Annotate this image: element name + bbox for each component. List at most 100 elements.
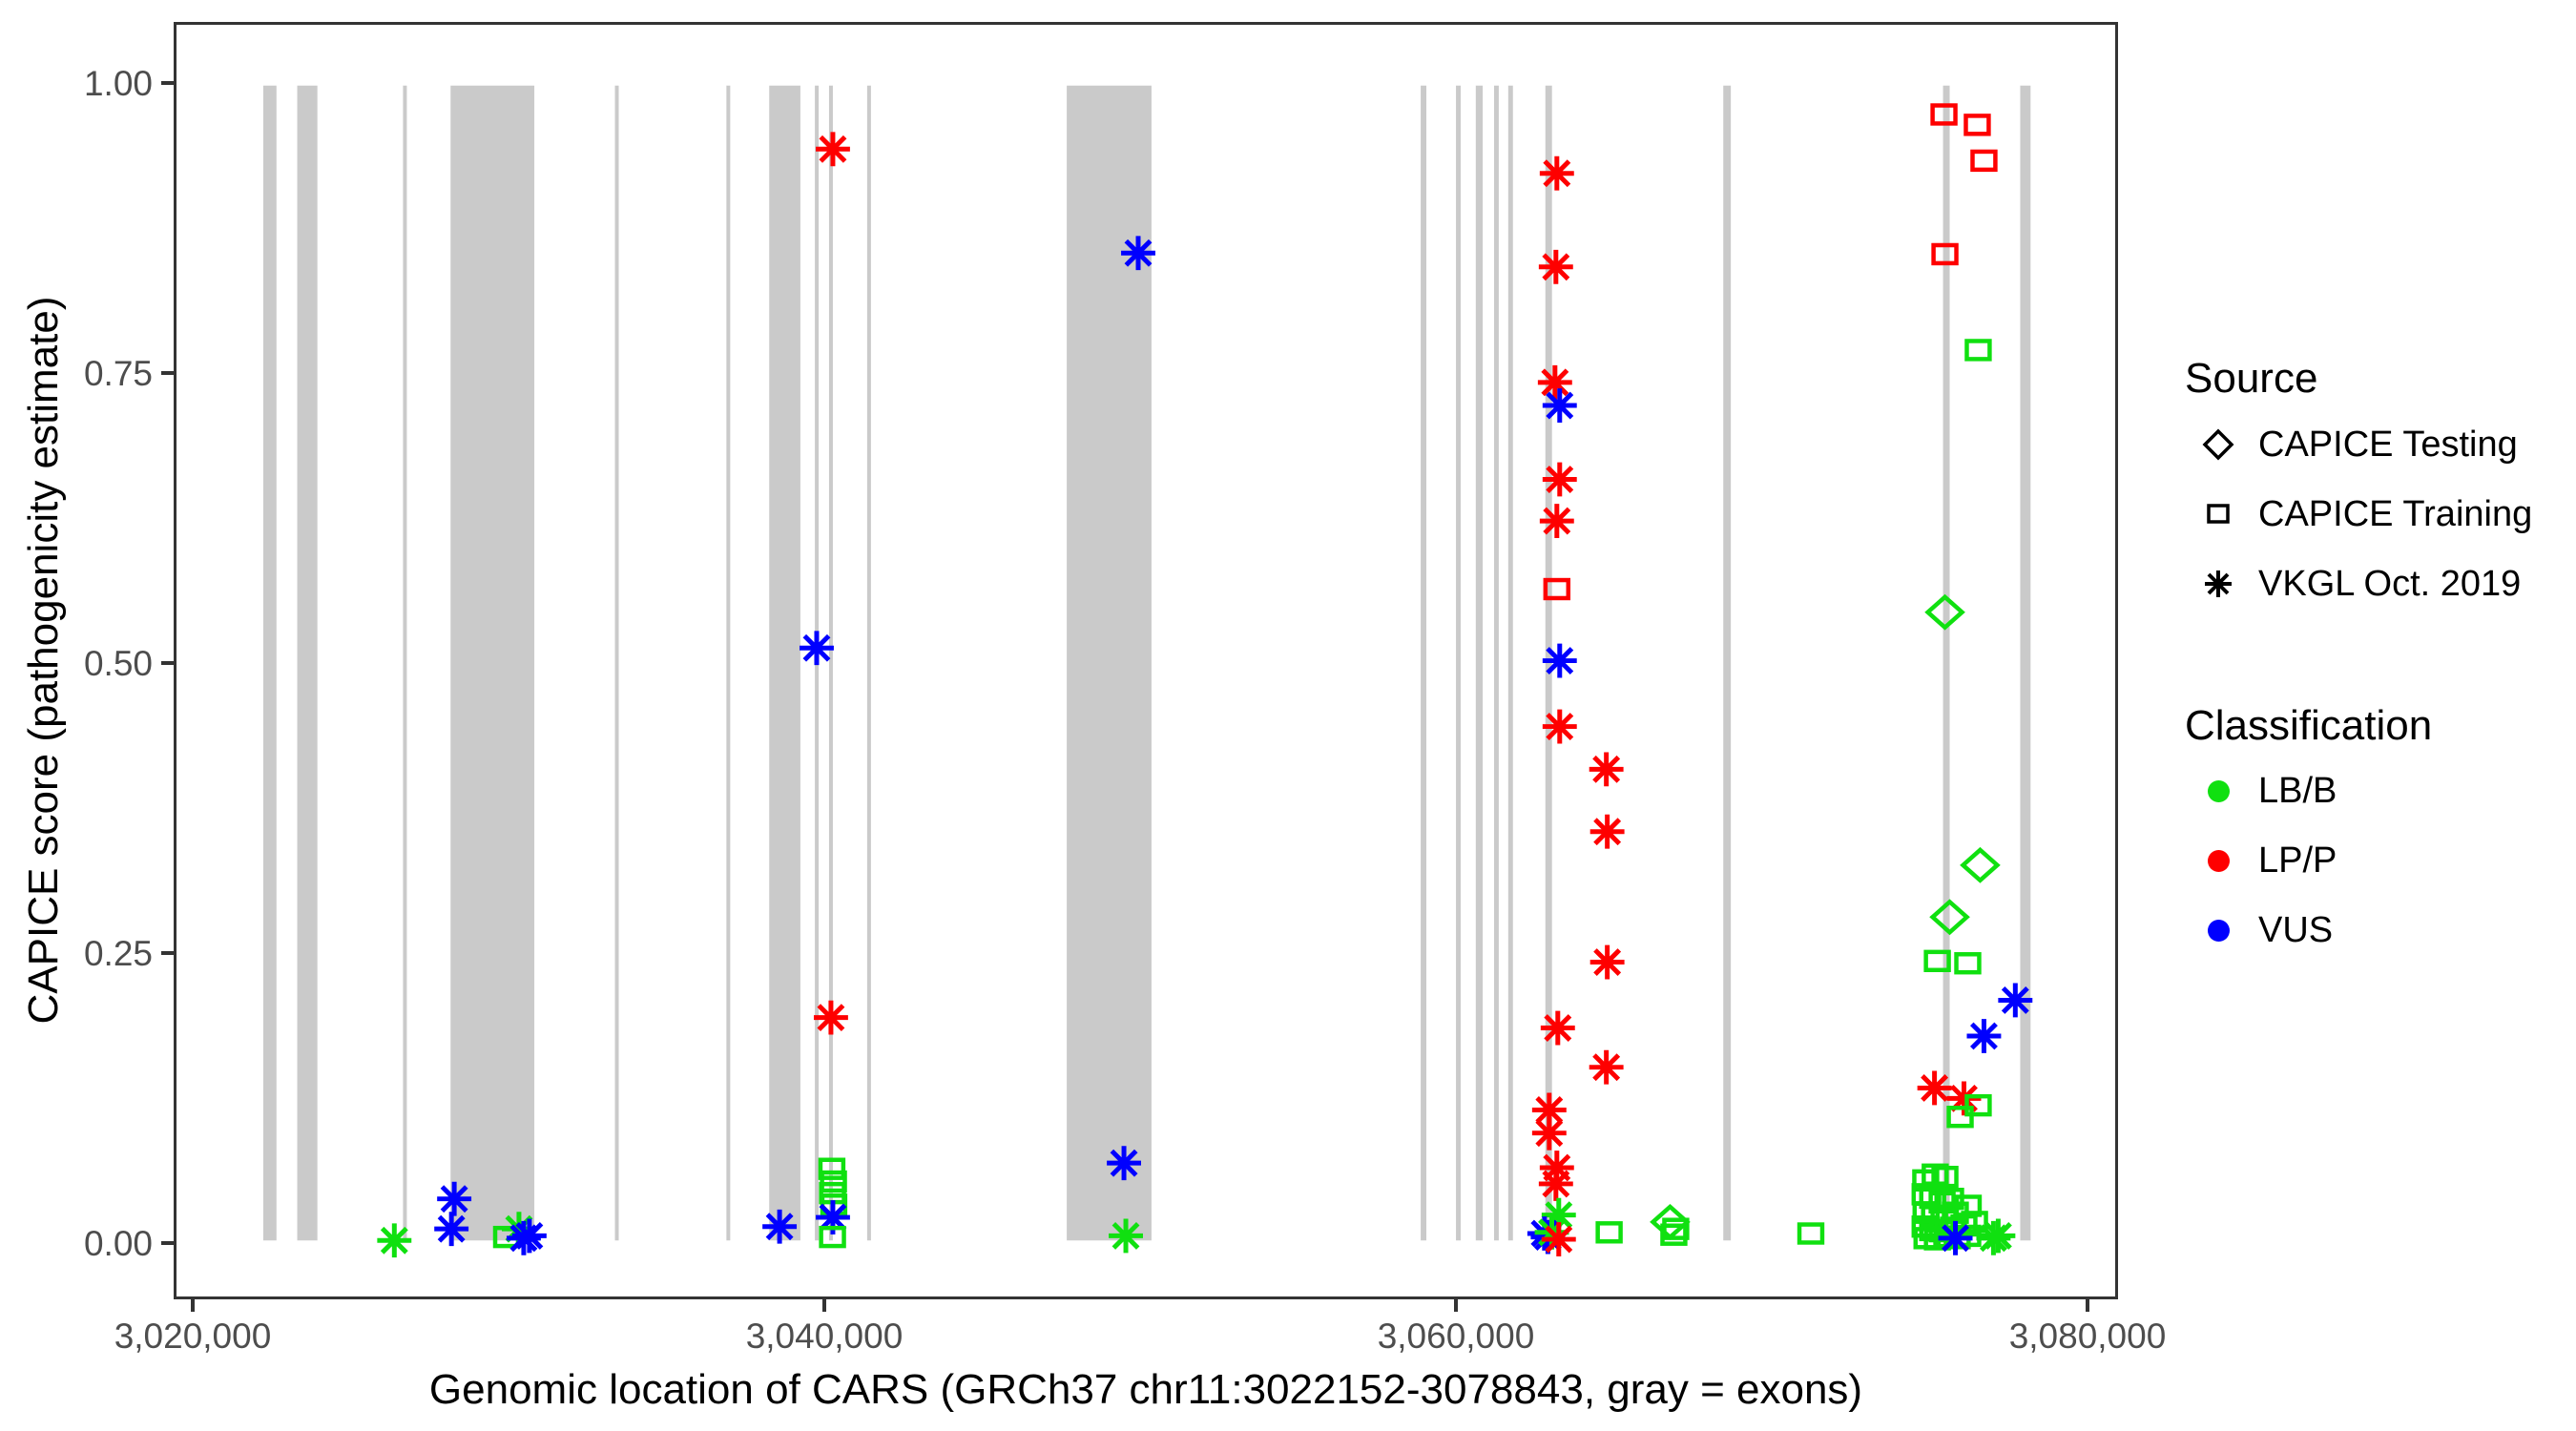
point-square: [1923, 949, 1951, 973]
point-asterisk: [1981, 1218, 2016, 1254]
point-square: [1964, 1093, 1992, 1117]
point-square: [1543, 577, 1571, 601]
point-diamond: [1929, 899, 1970, 936]
exon-band: [1507, 85, 1513, 1241]
point-asterisk: [1946, 1081, 1982, 1116]
exon-band: [1421, 85, 1427, 1241]
legend-item-vus: VUS: [2195, 907, 2333, 953]
y-tick-label: 0.75: [83, 354, 153, 393]
legend-item-lb-b: LB/B: [2195, 768, 2337, 814]
plot-area: [262, 85, 2033, 1258]
x-tick-mark: [2086, 1299, 2089, 1312]
point-asterisk: [1539, 156, 1574, 191]
x-tick-mark: [191, 1299, 195, 1312]
exon-band: [1493, 85, 1499, 1241]
point-square: [1946, 1106, 1974, 1129]
point-square: [1964, 339, 1992, 362]
point-asterisk: [501, 1212, 536, 1247]
y-tick-label: 1.00: [83, 64, 153, 103]
point-asterisk: [1537, 364, 1572, 400]
legend-item-label: LP/P: [2258, 840, 2337, 881]
exon-band: [866, 85, 871, 1241]
diamond-icon: [2195, 422, 2241, 467]
point-asterisk: [1542, 388, 1577, 423]
exon-band: [726, 85, 731, 1241]
exon-band: [1067, 85, 1152, 1241]
point-asterisk: [815, 1200, 850, 1234]
point-diamond: [1960, 846, 2001, 883]
point-asterisk: [1538, 249, 1573, 284]
asterisk-icon: [2195, 561, 2241, 607]
point-asterisk: [1938, 1220, 1973, 1255]
point-asterisk: [762, 1209, 798, 1244]
exon-band: [1723, 85, 1732, 1241]
point-asterisk: [1917, 1070, 1952, 1106]
y-tick-mark: [161, 951, 174, 955]
point-asterisk: [1109, 1218, 1143, 1254]
point-asterisk: [1589, 814, 1625, 849]
point-asterisk: [1121, 236, 1155, 271]
y-tick-mark: [161, 1241, 174, 1245]
y-tick-label: 0.00: [83, 1224, 153, 1263]
x-tick-mark: [1454, 1299, 1458, 1312]
point-asterisk: [1531, 1115, 1567, 1151]
color-dot-icon: [2195, 838, 2241, 883]
legend-item-label: VKGL Oct. 2019: [2258, 563, 2522, 604]
x-tick-mark: [822, 1299, 826, 1312]
y-tick-label: 0.50: [83, 644, 153, 683]
square-icon: [2195, 491, 2241, 537]
point-square: [819, 1225, 846, 1249]
exon-band: [403, 85, 407, 1241]
legend-item-label: LB/B: [2258, 770, 2337, 811]
point-square: [1797, 1222, 1825, 1245]
point-square: [818, 1157, 846, 1180]
point-asterisk: [1541, 1222, 1576, 1256]
point-asterisk: [511, 1218, 547, 1254]
exon-band: [450, 85, 535, 1241]
exon-band: [1456, 85, 1461, 1241]
point-asterisk: [434, 1212, 469, 1247]
point-asterisk: [377, 1223, 412, 1258]
point-asterisk: [1589, 944, 1625, 980]
point-asterisk: [1542, 709, 1577, 744]
x-tick-label: 3,080,000: [2008, 1317, 2167, 1356]
legend-item-label: VUS: [2258, 909, 2334, 950]
x-tick-label: 3,060,000: [1377, 1317, 1535, 1356]
point-asterisk: [1966, 1019, 2002, 1053]
plot-panel: [174, 22, 2118, 1299]
point-square: [1931, 242, 1959, 266]
legend-item-label: CAPICE Testing: [2258, 424, 2518, 465]
exon-band: [297, 85, 318, 1241]
x-axis-title: Genomic location of CARS (GRCh37 chr11:3…: [428, 1366, 1863, 1413]
point-asterisk: [1541, 1197, 1576, 1233]
legend-item-capice-testing: CAPICE Testing: [2195, 422, 2518, 467]
exon-band: [828, 85, 833, 1241]
y-tick-mark: [161, 371, 174, 375]
y-tick-label: 0.25: [83, 934, 153, 973]
point-square: [1961, 1211, 1988, 1234]
point-asterisk: [437, 1181, 472, 1216]
point-square: [820, 1170, 847, 1193]
legend-item-capice-training: CAPICE Training: [2195, 491, 2532, 537]
point-asterisk: [1538, 1167, 1573, 1201]
point-asterisk: [1589, 752, 1624, 787]
x-tick-label: 3,040,000: [745, 1317, 904, 1356]
point-diamond: [1924, 593, 1965, 631]
point-asterisk: [1531, 1092, 1567, 1128]
point-square: [1930, 103, 1958, 126]
legend-classification-title: Classification: [2185, 702, 2433, 749]
color-dot-icon: [2195, 768, 2241, 814]
exon-band: [614, 85, 619, 1241]
x-tick-label: 3,020,000: [114, 1317, 272, 1356]
legend-source-title: Source: [2185, 355, 2318, 402]
exon-band: [769, 85, 800, 1241]
point-square: [1662, 1217, 1690, 1240]
point-asterisk: [1998, 983, 2033, 1018]
point-square: [1931, 1165, 1959, 1189]
point-square: [1595, 1221, 1623, 1244]
exon-band: [1475, 85, 1484, 1241]
legend-item-lp-p: LP/P: [2195, 838, 2337, 883]
point-asterisk: [1107, 1146, 1142, 1181]
y-tick-mark: [161, 81, 174, 85]
